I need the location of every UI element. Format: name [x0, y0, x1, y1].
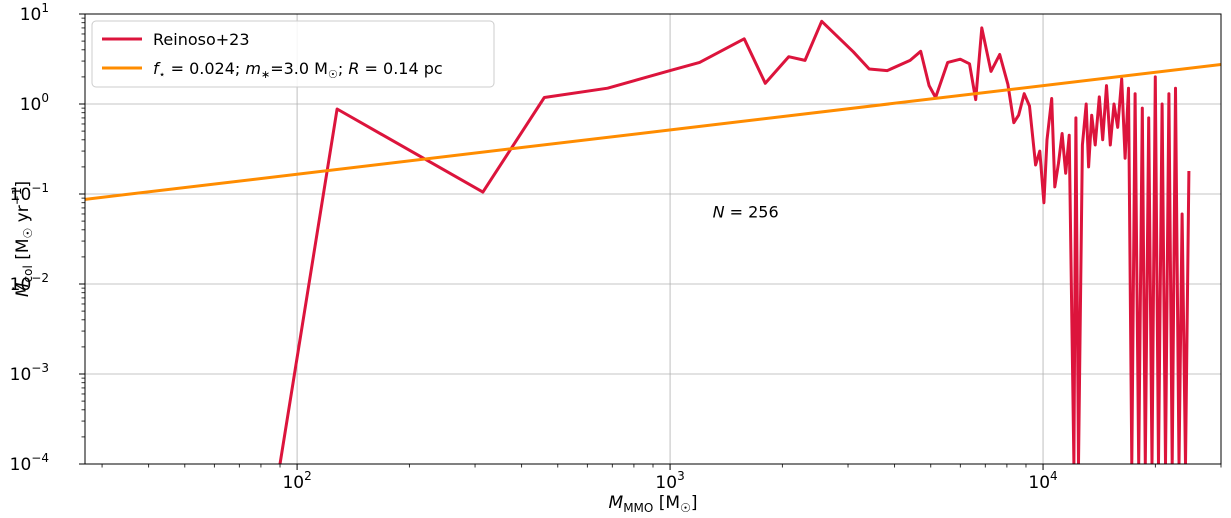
x-tick-label: 104	[1028, 469, 1057, 493]
legend-label-model: f⋆ = 0.024; m∗=3.0 M☉; R = 0.14 pc	[153, 59, 443, 81]
annotation-var: N	[713, 202, 725, 221]
y-tick-label: 10−1	[10, 181, 49, 205]
x-tick-label: 102	[282, 469, 311, 493]
y-tick-label: 10−2	[10, 271, 49, 295]
x-axis-label: MMMO [M☉]	[609, 493, 698, 515]
annotation-rest: = 256	[725, 202, 779, 221]
axis-ticks: 102 103 104 101 100 10−1 10−2 10−3 10−4	[10, 1, 1222, 493]
annotation: N = 256	[713, 202, 779, 221]
legend-box	[91, 20, 495, 88]
y-tick-label: 101	[20, 1, 49, 25]
series-line-reinoso	[278, 19, 1191, 464]
series-line-model	[85, 63, 1221, 201]
x-tick-label: 103	[655, 469, 684, 493]
y-tick-label: 10−3	[10, 361, 49, 385]
y-axis-label: Ṁcol [M☉ yr−1]	[10, 181, 35, 297]
y-tick-label: 100	[20, 91, 49, 115]
plot-series	[85, 19, 1221, 464]
legend-label-reinoso: Reinoso+23	[153, 30, 250, 49]
legend: Reinoso+23 f⋆ = 0.024; m∗=3.0 M☉; R = 0.…	[91, 20, 495, 88]
y-tick-label: 10−4	[10, 451, 49, 475]
